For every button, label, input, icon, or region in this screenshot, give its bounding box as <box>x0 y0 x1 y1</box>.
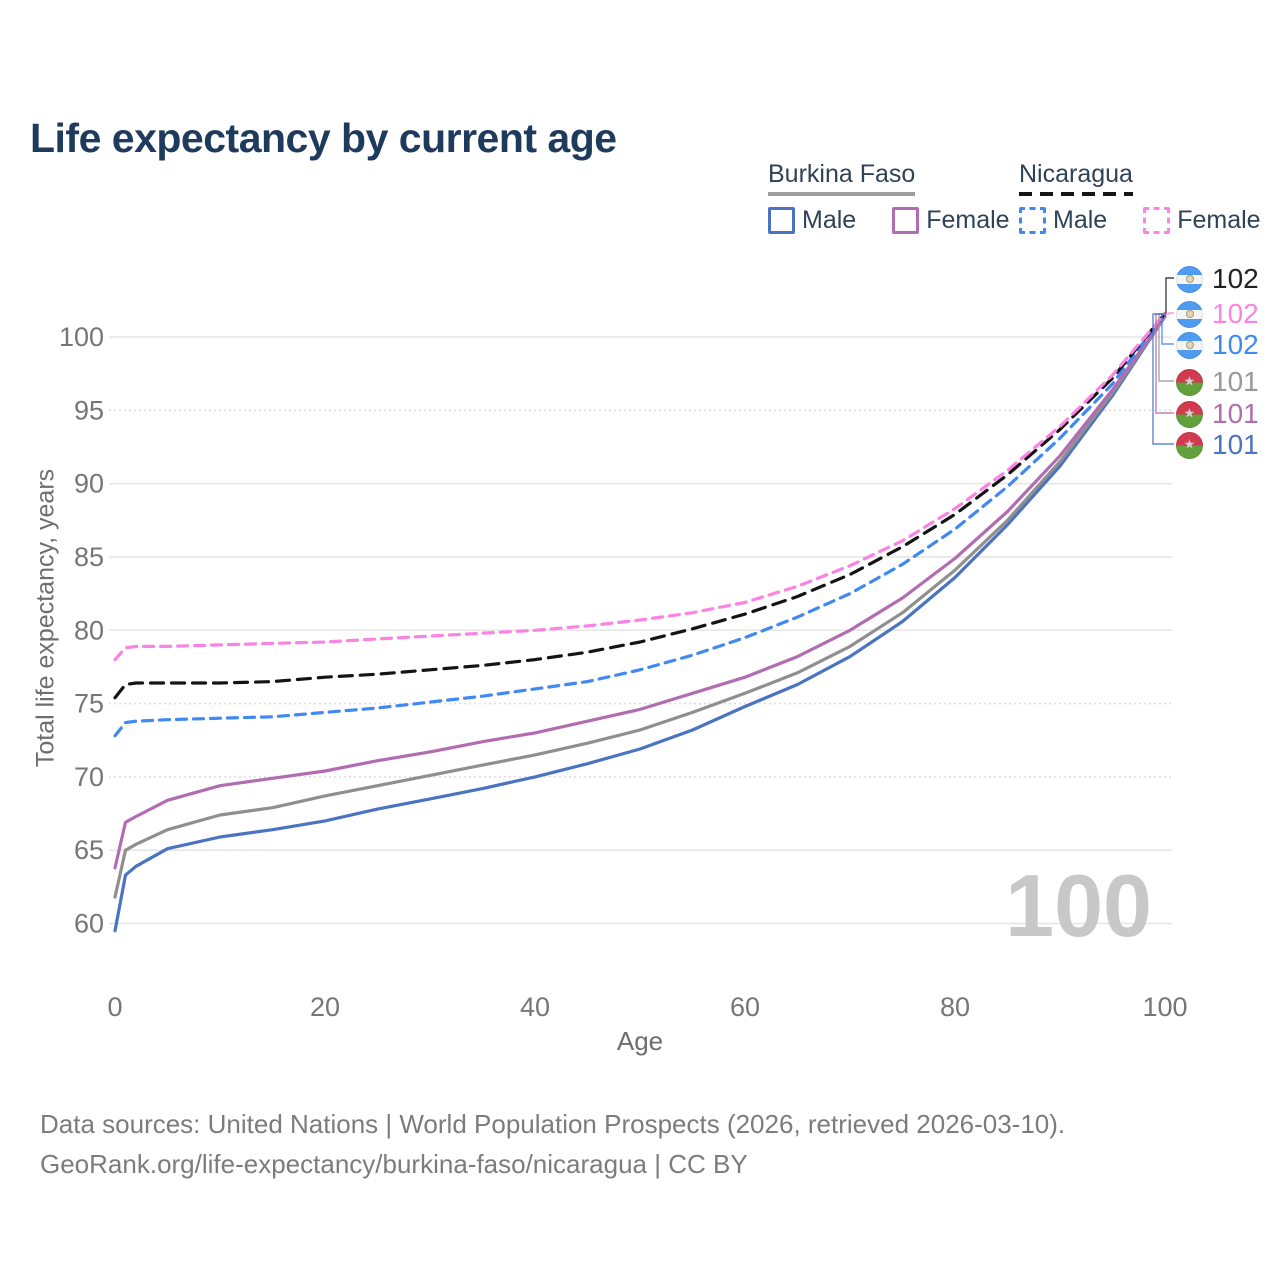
x-axis-title: Age <box>616 1026 664 1056</box>
x-tick-label: 80 <box>940 992 970 1022</box>
end-value-label: 101 <box>1212 429 1259 460</box>
end-value-label: 102 <box>1212 298 1259 329</box>
flag-emblem <box>1185 275 1194 283</box>
legend-country-label: Burkina Faso <box>768 160 916 188</box>
dashed-line-swatch <box>1019 192 1133 196</box>
solid-line-swatch <box>768 192 916 196</box>
legend-group-nicaragua: Nicaragua Male Female <box>1019 160 1261 235</box>
end-value-label: 101 <box>1212 398 1259 429</box>
end-label-row: ★ 101 <box>1176 398 1259 430</box>
y-tick-label: 85 <box>74 542 104 572</box>
y-tick-label: 80 <box>74 615 104 645</box>
y-tick-label: 95 <box>74 395 104 425</box>
end-value-label: 102 <box>1212 263 1259 294</box>
flag-emblem: ★ <box>1183 436 1196 452</box>
nicaragua-flag-icon <box>1176 265 1203 293</box>
legend-country-nicaragua[interactable]: Nicaragua <box>1019 160 1133 196</box>
nicaragua-flag-icon <box>1176 300 1203 328</box>
legend-item-label: Female <box>1177 206 1261 234</box>
age-counter-watermark: 100 <box>1005 856 1152 955</box>
series-line-nicaragua-female[interactable] <box>113 311 1167 662</box>
y-tick-label: 100 <box>59 322 104 352</box>
burkina-faso-flag-icon: ★ <box>1176 368 1203 396</box>
x-tick-label: 40 <box>520 992 550 1022</box>
legend-group-burkina-faso: Burkina Faso Male Female <box>768 160 1010 235</box>
burkina-faso-flag-icon: ★ <box>1176 431 1203 459</box>
x-tick-label: 20 <box>310 992 340 1022</box>
legend-item-burkina-faso-female[interactable]: Female <box>892 206 1010 235</box>
series-line-burkina-faso-male[interactable] <box>113 314 1167 933</box>
female-solid-checkbox-icon <box>892 207 920 234</box>
series-line-burkina-faso-all[interactable] <box>113 314 1167 899</box>
flag-emblem: ★ <box>1183 373 1196 389</box>
series-line-burkina-faso-female[interactable] <box>113 314 1167 870</box>
y-tick-label: 60 <box>74 909 104 939</box>
end-label-row: 102 <box>1176 298 1259 330</box>
y-tick-label: 70 <box>74 762 104 792</box>
flag-emblem <box>1185 341 1194 349</box>
end-label-connector <box>1152 313 1174 445</box>
legend-item-nicaragua-female[interactable]: Female <box>1143 206 1261 235</box>
page-title: Life expectancy by current age <box>30 115 617 162</box>
y-tick-label: 75 <box>74 689 104 719</box>
legend-country-burkina-faso[interactable]: Burkina Faso <box>768 160 916 196</box>
legend-item-nicaragua-male[interactable]: Male <box>1019 206 1107 235</box>
end-value-label: 102 <box>1212 329 1259 360</box>
end-label-row: ★ 101 <box>1176 366 1259 398</box>
flag-emblem: ★ <box>1183 405 1196 421</box>
female-dashed-checkbox-icon <box>1143 207 1171 234</box>
burkina-faso-flag-icon: ★ <box>1176 400 1203 428</box>
legend-country-label: Nicaragua <box>1019 160 1133 188</box>
legend-item-label: Female <box>926 206 1010 234</box>
end-label-row: 102 <box>1176 329 1259 361</box>
legend-item-label: Male <box>802 206 857 234</box>
series-line-nicaragua-all[interactable] <box>113 311 1167 700</box>
data-source-footer: Data sources: United Nations | World Pop… <box>40 1104 1065 1184</box>
legend-item-label: Male <box>1053 206 1108 234</box>
footer-line-1: Data sources: United Nations | World Pop… <box>40 1109 1066 1139</box>
male-dashed-checkbox-icon <box>1019 207 1046 234</box>
end-label-connector <box>1165 277 1174 314</box>
series-line-nicaragua-male[interactable] <box>113 311 1167 738</box>
end-label-connector <box>1166 312 1174 315</box>
nicaragua-flag-icon <box>1176 331 1203 359</box>
legend-item-burkina-faso-male[interactable]: Male <box>768 206 856 235</box>
male-solid-checkbox-icon <box>768 207 795 234</box>
footer-line-2: GeoRank.org/life-expectancy/burkina-faso… <box>40 1149 748 1179</box>
x-tick-label: 60 <box>730 992 760 1022</box>
y-tick-label: 90 <box>74 469 104 499</box>
x-tick-label: 100 <box>1142 992 1187 1022</box>
end-label-row: 102 <box>1176 263 1259 295</box>
end-value-label: 101 <box>1212 366 1259 397</box>
y-tick-label: 65 <box>74 835 104 865</box>
flag-emblem <box>1185 310 1194 318</box>
end-label-row: ★ 101 <box>1176 429 1259 461</box>
x-tick-label: 0 <box>107 992 122 1022</box>
